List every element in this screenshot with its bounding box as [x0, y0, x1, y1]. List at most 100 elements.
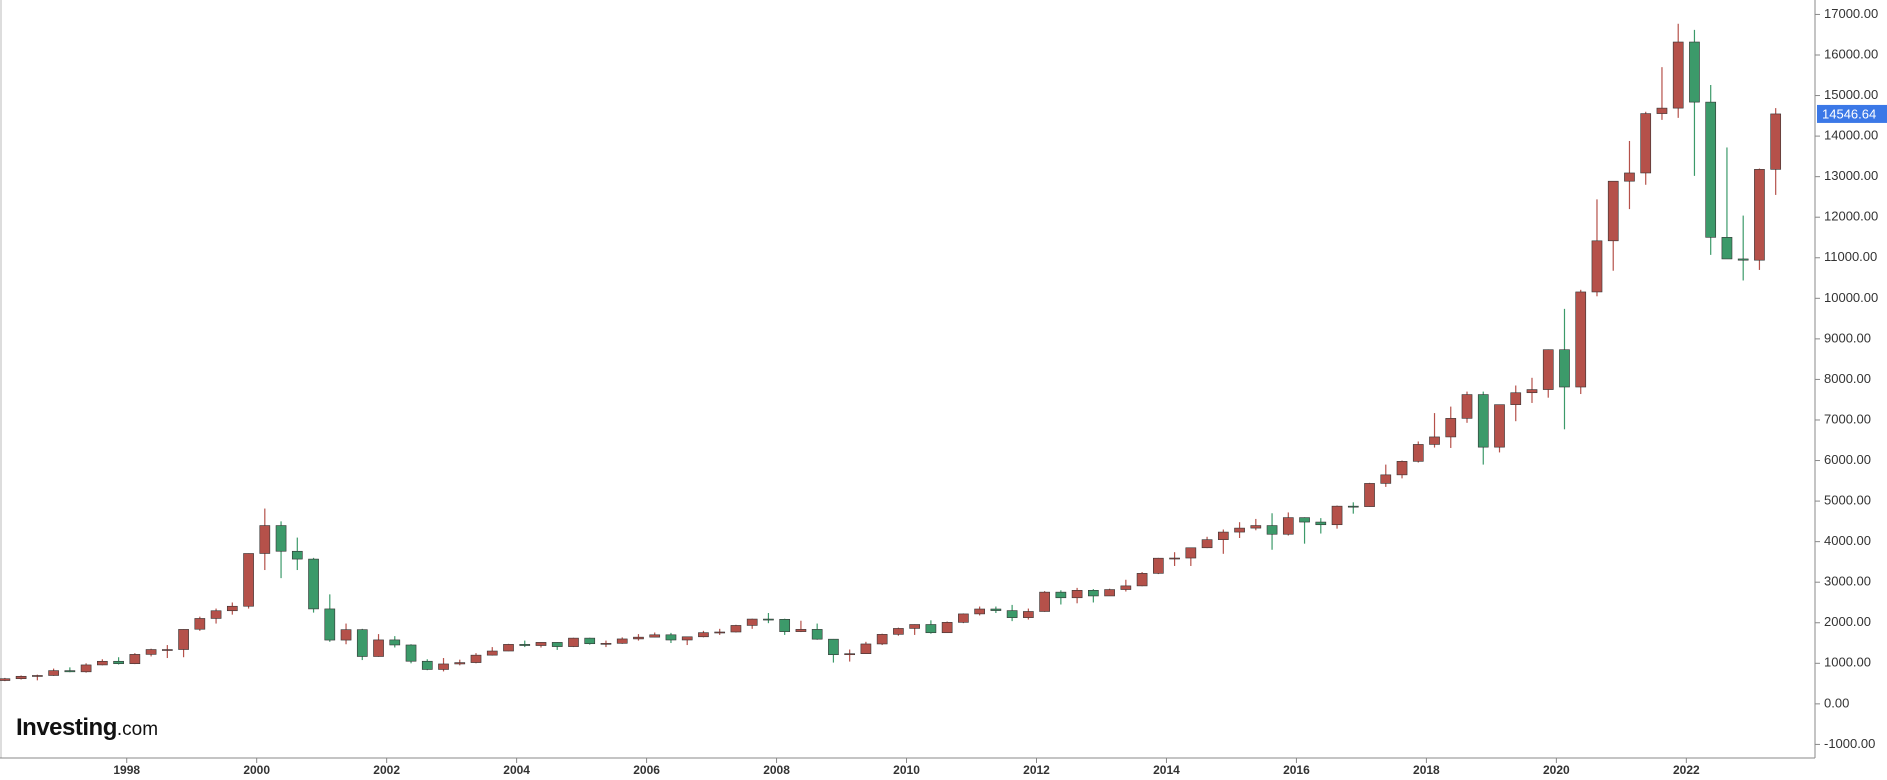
candle-body — [1250, 525, 1262, 529]
candle-body — [649, 634, 661, 638]
y-tick-label: 13000.00 — [1824, 168, 1878, 183]
candle-body — [145, 649, 157, 655]
x-tick-label: 2004 — [503, 763, 530, 777]
candle-body — [1477, 394, 1489, 448]
y-tick-label: 16000.00 — [1824, 46, 1878, 61]
candle-body — [746, 618, 758, 626]
candle-body — [356, 629, 368, 657]
candle-body — [535, 642, 547, 646]
y-tick-label: 7000.00 — [1824, 411, 1871, 426]
candle-body — [1689, 41, 1700, 103]
y-tick-label: 15000.00 — [1824, 87, 1878, 102]
candle-body — [698, 632, 709, 638]
candle-body — [421, 660, 433, 670]
candle-body — [941, 622, 953, 634]
candle-body — [1071, 590, 1083, 599]
candle-body — [1542, 349, 1554, 390]
candle-body — [860, 643, 872, 654]
candle-body — [714, 631, 726, 634]
x-tick-label: 2016 — [1283, 763, 1310, 777]
candle-body — [1217, 531, 1229, 540]
candle-body — [795, 629, 807, 632]
candle-body — [64, 670, 76, 673]
candle-body — [1136, 573, 1148, 587]
candle-body — [1396, 461, 1408, 476]
candle-body — [811, 629, 823, 640]
candle-body — [1201, 539, 1213, 549]
candle-body — [681, 636, 693, 641]
candle-body — [1559, 349, 1570, 388]
x-tick-label: 2010 — [893, 763, 920, 777]
candle-body — [1770, 113, 1782, 170]
y-tick-label: 3000.00 — [1824, 574, 1871, 589]
candle-body — [373, 639, 384, 657]
x-tick-label: 2022 — [1673, 763, 1700, 777]
candle-body — [15, 675, 27, 680]
candle-body — [1266, 525, 1278, 535]
candle-body — [113, 660, 124, 665]
x-tick-label: 2020 — [1543, 763, 1570, 777]
x-tick-label: 2000 — [243, 763, 270, 777]
candle-body — [844, 653, 856, 656]
candle-body — [616, 638, 628, 644]
candle-body — [226, 605, 238, 612]
candle-body — [1640, 113, 1652, 174]
candle-body — [1737, 258, 1749, 261]
candle-body — [129, 654, 141, 665]
x-tick-label: 2006 — [633, 763, 660, 777]
candle-body — [763, 618, 774, 621]
candle-body — [1088, 590, 1099, 597]
candle-body — [340, 629, 352, 641]
x-tick-label: 2014 — [1153, 763, 1180, 777]
candle-body — [1607, 180, 1619, 242]
candle-body — [958, 613, 969, 623]
candle-body — [990, 608, 1002, 611]
candle-body — [210, 610, 222, 619]
y-tick-label: 6000.00 — [1824, 452, 1871, 467]
candle-body — [0, 678, 11, 681]
y-tick-label: 9000.00 — [1824, 330, 1871, 345]
logo-suffix: .com — [116, 719, 159, 740]
y-tick-label: 14000.00 — [1824, 128, 1878, 143]
candle-body — [519, 644, 531, 646]
candle-body — [405, 644, 417, 662]
candle-body — [308, 558, 319, 610]
candle-body — [1234, 527, 1245, 533]
candle-body — [1380, 474, 1392, 484]
candle-body — [665, 634, 677, 641]
logo-brand: Investing — [16, 714, 117, 741]
candle-body — [974, 608, 985, 615]
candle-body — [1169, 557, 1180, 560]
candle-body — [1754, 169, 1765, 261]
candle-body — [178, 629, 189, 650]
candle-body — [470, 654, 482, 663]
candle-body — [828, 638, 839, 656]
candle-body — [909, 624, 920, 629]
candle-body — [438, 663, 449, 670]
candle-body — [1185, 547, 1197, 559]
candle-body — [324, 608, 336, 641]
candle-body — [1656, 107, 1668, 114]
candle-body — [291, 550, 303, 560]
candle-body — [275, 525, 287, 552]
y-tick-label: 2000.00 — [1824, 614, 1871, 629]
candle-body — [1494, 404, 1505, 448]
y-tick-label: 4000.00 — [1824, 533, 1871, 548]
candle-body — [1445, 418, 1457, 438]
candle-body — [32, 675, 43, 677]
candle-body — [194, 618, 206, 630]
candle-body — [486, 650, 498, 656]
candle-body — [1039, 591, 1050, 612]
candle-body — [1364, 483, 1375, 507]
candle-body — [1624, 172, 1635, 182]
y-tick-label: -1000.00 — [1824, 736, 1875, 751]
candle-body — [876, 634, 888, 645]
y-tick-label: 17000.00 — [1824, 6, 1878, 21]
candle-body — [1331, 505, 1343, 526]
candle-body — [1055, 591, 1067, 599]
last-price-box — [1817, 104, 1887, 123]
candle-body — [1153, 557, 1164, 574]
candle-body — [633, 636, 644, 640]
